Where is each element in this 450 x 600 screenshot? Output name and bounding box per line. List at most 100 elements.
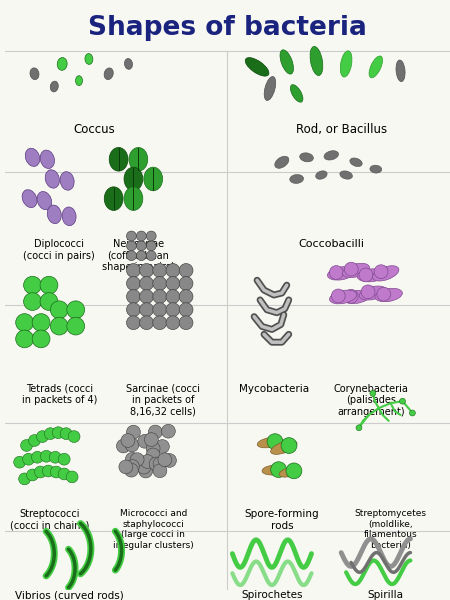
Ellipse shape — [342, 290, 370, 304]
Circle shape — [40, 451, 52, 462]
Circle shape — [162, 454, 176, 467]
Text: Coccobacilli: Coccobacilli — [298, 239, 364, 249]
Ellipse shape — [373, 266, 399, 281]
Ellipse shape — [125, 59, 132, 70]
Circle shape — [166, 277, 180, 290]
Circle shape — [40, 277, 58, 294]
Circle shape — [356, 425, 362, 431]
Circle shape — [329, 266, 343, 280]
Circle shape — [331, 289, 345, 303]
Circle shape — [130, 453, 144, 467]
Circle shape — [121, 434, 135, 448]
Circle shape — [36, 431, 48, 443]
Circle shape — [126, 303, 140, 317]
Ellipse shape — [45, 170, 59, 188]
Circle shape — [166, 303, 180, 317]
Circle shape — [23, 277, 41, 294]
Ellipse shape — [264, 77, 276, 100]
Ellipse shape — [124, 187, 143, 211]
Ellipse shape — [40, 150, 54, 169]
Circle shape — [126, 425, 140, 439]
Ellipse shape — [396, 60, 405, 82]
Circle shape — [126, 290, 140, 304]
Text: Rod, or Bacillus: Rod, or Bacillus — [296, 123, 387, 136]
Circle shape — [140, 316, 153, 329]
Circle shape — [16, 330, 33, 348]
Ellipse shape — [340, 171, 352, 179]
Circle shape — [153, 464, 167, 478]
Ellipse shape — [257, 437, 283, 448]
Ellipse shape — [104, 187, 123, 211]
Circle shape — [21, 440, 32, 451]
Circle shape — [140, 455, 154, 469]
Circle shape — [67, 317, 85, 335]
Text: Spirochetes: Spirochetes — [241, 590, 303, 600]
Ellipse shape — [370, 165, 382, 173]
Circle shape — [361, 285, 375, 299]
Circle shape — [23, 293, 41, 310]
Text: Sarcinae (cocci
in packets of
8,16,32 cells): Sarcinae (cocci in packets of 8,16,32 ce… — [126, 383, 200, 416]
Circle shape — [140, 263, 153, 277]
Circle shape — [58, 454, 70, 465]
Circle shape — [32, 314, 50, 331]
Ellipse shape — [350, 158, 362, 167]
Circle shape — [179, 290, 193, 304]
Ellipse shape — [275, 156, 289, 168]
Circle shape — [45, 428, 56, 440]
Ellipse shape — [37, 191, 52, 209]
Circle shape — [130, 456, 144, 470]
Circle shape — [126, 277, 140, 290]
Circle shape — [50, 317, 68, 335]
Ellipse shape — [375, 288, 402, 302]
Text: Neisseriae
(coffee-bean
shape in pairs): Neisseriae (coffee-bean shape in pairs) — [102, 239, 175, 272]
Circle shape — [374, 265, 388, 278]
Circle shape — [359, 268, 373, 282]
Circle shape — [66, 471, 78, 483]
Text: Vibrios (curved rods): Vibrios (curved rods) — [15, 590, 123, 600]
Ellipse shape — [310, 46, 323, 76]
Circle shape — [153, 277, 166, 290]
Ellipse shape — [109, 148, 128, 171]
Circle shape — [146, 251, 156, 260]
Circle shape — [149, 457, 163, 471]
Ellipse shape — [76, 76, 82, 86]
Circle shape — [179, 277, 193, 290]
Ellipse shape — [357, 269, 385, 282]
Ellipse shape — [290, 175, 304, 184]
Ellipse shape — [60, 172, 74, 190]
Ellipse shape — [22, 190, 37, 208]
Circle shape — [136, 231, 146, 241]
Circle shape — [144, 433, 158, 446]
Ellipse shape — [329, 290, 357, 304]
Circle shape — [139, 464, 153, 478]
Circle shape — [136, 241, 146, 251]
Ellipse shape — [315, 171, 327, 179]
Circle shape — [153, 290, 166, 304]
Circle shape — [156, 440, 169, 454]
Circle shape — [40, 293, 58, 310]
Ellipse shape — [279, 467, 300, 477]
Circle shape — [117, 439, 130, 453]
Circle shape — [60, 428, 72, 440]
Circle shape — [125, 438, 139, 452]
Ellipse shape — [328, 266, 355, 280]
Circle shape — [50, 301, 68, 319]
Circle shape — [400, 398, 405, 404]
Circle shape — [370, 391, 376, 396]
Circle shape — [125, 463, 138, 477]
Circle shape — [153, 303, 166, 317]
Circle shape — [179, 263, 193, 277]
Circle shape — [140, 290, 153, 304]
Circle shape — [166, 263, 180, 277]
Circle shape — [140, 303, 153, 317]
Circle shape — [52, 427, 64, 439]
Ellipse shape — [144, 167, 162, 191]
Text: Coccus: Coccus — [73, 123, 115, 136]
Circle shape — [126, 251, 136, 260]
Ellipse shape — [57, 58, 67, 70]
Circle shape — [179, 316, 193, 329]
Circle shape — [344, 289, 358, 303]
Circle shape — [28, 434, 40, 446]
Ellipse shape — [270, 440, 297, 454]
Circle shape — [138, 434, 152, 448]
